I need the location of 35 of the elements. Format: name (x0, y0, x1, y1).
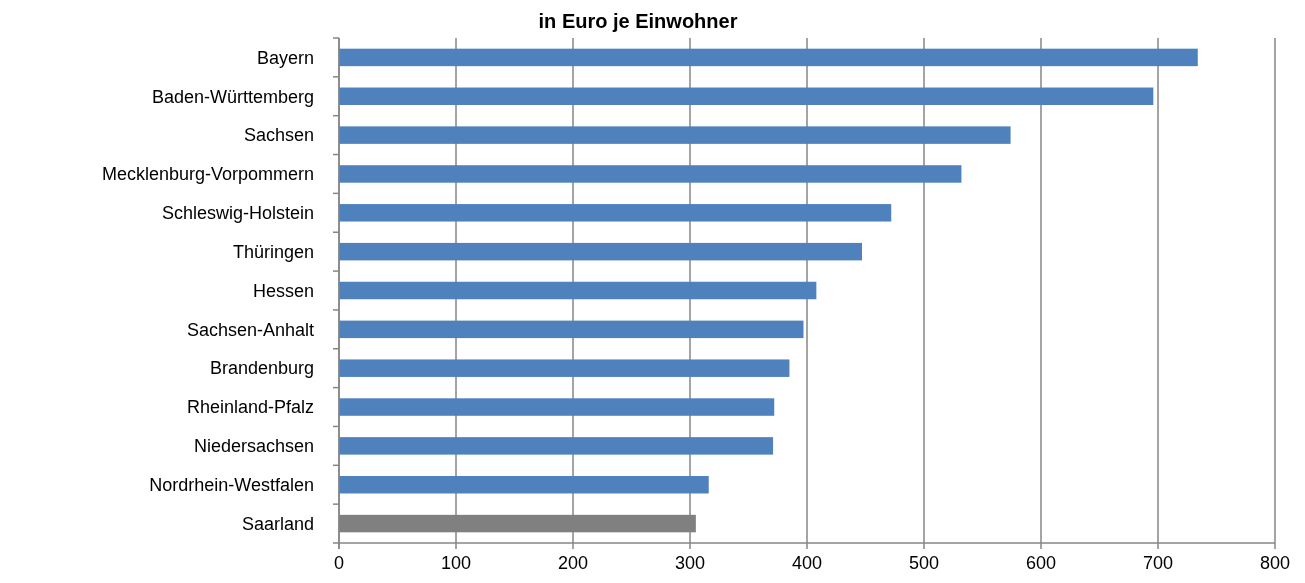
y-tick-label: Schleswig-Holstein (161, 203, 314, 224)
y-tick-label: Nordrhein-Westfalen (149, 475, 314, 496)
bar (339, 48, 1198, 67)
y-tick-label: Brandenburg (209, 358, 314, 379)
bar (339, 281, 817, 300)
x-tick-label: 300 (674, 553, 706, 573)
x-tick-label: 700 (1142, 553, 1174, 573)
x-tick-label: 100 (440, 553, 472, 573)
y-tick-label: Baden-Württemberg (151, 86, 314, 107)
bar (339, 359, 790, 377)
y-tick-label: Hessen (252, 280, 314, 301)
y-tick-label: Mecklenburg-Vorpommern (101, 164, 314, 185)
y-tick-label: Sachsen (243, 125, 314, 146)
y-tick-label: Saarland (241, 513, 314, 534)
y-tick-label: Sachsen-Anhalt (186, 319, 314, 340)
x-tick-label: 200 (557, 553, 589, 573)
x-tick-label: 800 (1259, 553, 1291, 573)
bar (339, 242, 862, 261)
bar (339, 398, 775, 416)
x-tick-label: 600 (1025, 553, 1057, 573)
x-tick-label: 400 (791, 553, 823, 573)
chart-title: in Euro je Einwohner (538, 10, 738, 32)
bar (339, 475, 709, 494)
bar (339, 126, 1011, 144)
y-tick-label: Niedersachsen (193, 436, 314, 457)
y-tick-label: Bayern (256, 47, 314, 68)
y-tick-label: Thüringen (232, 241, 314, 262)
bar (339, 87, 1154, 106)
x-tick-label: 500 (908, 553, 940, 573)
bar (339, 320, 804, 339)
bar (339, 165, 962, 183)
bar (339, 204, 892, 222)
bar (339, 437, 774, 455)
x-tick-label: 0 (333, 553, 345, 573)
y-tick-label: Rheinland-Pfalz (186, 397, 314, 418)
